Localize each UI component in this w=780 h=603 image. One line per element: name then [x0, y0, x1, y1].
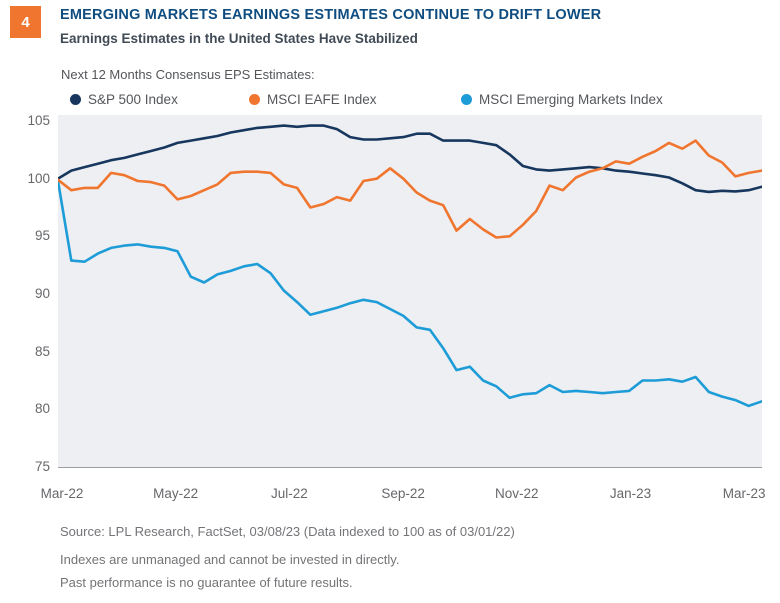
x-axis: Mar-22 May-22 Jul-22 Sep-22 Nov-22 Jan-23 Mar-… [41, 486, 766, 504]
source-text: Source: LPL Research, FactSet, 03/08/23 … [60, 524, 515, 539]
chart-line-sp500 [58, 124, 762, 194]
plot-area [58, 115, 762, 468]
x-axis-label: Nov-22 [495, 486, 539, 501]
legend-label: MSCI EAFE Index [267, 92, 377, 107]
series-caption: Next 12 Months Consensus EPS Estimates: [61, 67, 315, 82]
figure-number: 4 [21, 13, 30, 31]
y-axis-label: 75 [34, 459, 50, 474]
eafe-legend-dot-icon [249, 94, 260, 105]
line-chart-svg [58, 124, 762, 408]
y-axis: 75 80 85 90 95 100 105 [0, 113, 50, 474]
y-axis-label: 80 [34, 401, 50, 417]
chart-title: EMERGING MARKETS EARNINGS ESTIMATES CONT… [60, 7, 602, 23]
x-axis-label: Jul-22 [271, 486, 308, 501]
chart-line-em [58, 179, 762, 408]
x-axis-label: Mar-22 [40, 486, 84, 501]
disclaimer-line-1: Indexes are unmanaged and cannot be inve… [60, 552, 400, 567]
legend-label: MSCI Emerging Markets Index [479, 92, 663, 107]
legend-label: S&P 500 Index [88, 92, 178, 107]
disclaimer-line-2: Past performance is no guarantee of futu… [60, 575, 353, 590]
y-axis-label: 90 [34, 286, 50, 301]
x-axis-label: Sep-22 [381, 486, 425, 501]
legend-item-eafe: MSCI EAFE Index [249, 92, 377, 107]
x-axis-label: May-22 [153, 486, 199, 501]
x-axis-label: Mar-23 [722, 486, 766, 501]
y-axis-label: 100 [27, 170, 50, 186]
x-axis-label: Jan-23 [609, 486, 652, 501]
chart-line-eafe [58, 139, 762, 239]
legend-item-em: MSCI Emerging Markets Index [461, 92, 663, 107]
legend: S&P 500 Index MSCI EAFE Index MSCI Emerg… [0, 92, 780, 108]
chart-subtitle: Earnings Estimates in the United States … [60, 31, 418, 46]
legend-item-sp500: S&P 500 Index [70, 92, 178, 107]
em-legend-dot-icon [461, 94, 472, 105]
y-axis-label: 95 [34, 228, 50, 244]
y-axis-label: 85 [34, 343, 50, 359]
figure-number-badge: 4 [10, 6, 41, 38]
y-axis-label: 105 [27, 113, 50, 128]
sp500-legend-dot-icon [70, 94, 81, 105]
